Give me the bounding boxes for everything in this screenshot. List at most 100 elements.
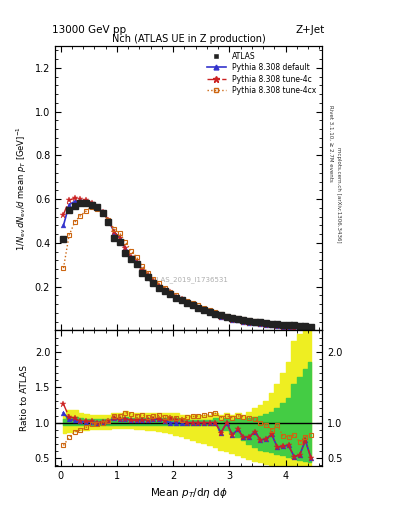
Pythia 8.308 tune-4cx: [174, 292, 178, 298]
Pythia 8.308 default: [101, 209, 105, 216]
Pythia 8.308 default: [162, 287, 167, 293]
Pythia 8.308 tune-4cx: [275, 322, 279, 328]
Pythia 8.308 tune-4cx: [247, 317, 252, 323]
ATLAS: [258, 319, 263, 326]
Pythia 8.308 default: [185, 300, 189, 306]
Pythia 8.308 tune-4cx: [78, 212, 83, 219]
ATLAS: [134, 261, 139, 267]
Pythia 8.308 tune-4cx: [151, 276, 156, 282]
Pythia 8.308 tune-4cx: [129, 248, 133, 254]
Pythia 8.308 tune-4cx: [202, 305, 206, 311]
Pythia 8.308 tune-4c: [151, 278, 156, 284]
Pythia 8.308 tune-4c: [106, 217, 111, 223]
Line: ATLAS: ATLAS: [61, 200, 314, 329]
Pythia 8.308 tune-4cx: [106, 217, 111, 223]
Pythia 8.308 default: [292, 325, 296, 331]
Pythia 8.308 tune-4cx: [224, 312, 229, 318]
Pythia 8.308 tune-4c: [101, 209, 105, 216]
ATLAS: [112, 234, 116, 241]
Pythia 8.308 tune-4c: [78, 196, 83, 202]
Pythia 8.308 default: [89, 201, 94, 207]
Pythia 8.308 tune-4c: [67, 197, 72, 203]
ATLAS: [309, 324, 313, 330]
Pythia 8.308 tune-4c: [72, 195, 77, 201]
Pythia 8.308 tune-4c: [89, 200, 94, 206]
Pythia 8.308 tune-4c: [134, 259, 139, 265]
Text: ATLAS_2019_I1736531: ATLAS_2019_I1736531: [149, 276, 229, 283]
Pythia 8.308 tune-4c: [168, 289, 173, 295]
Pythia 8.308 default: [140, 267, 145, 273]
Pythia 8.308 tune-4cx: [123, 239, 128, 245]
Pythia 8.308 tune-4cx: [303, 324, 308, 330]
Y-axis label: $1/N_\mathsf{ev}\,dN_\mathsf{ev}/d$ mean $p_T$ [GeV]$^{-1}$: $1/N_\mathsf{ev}\,dN_\mathsf{ev}/d$ mean…: [15, 126, 29, 251]
Pythia 8.308 default: [129, 254, 133, 260]
Pythia 8.308 tune-4c: [185, 300, 189, 306]
ATLAS: [145, 274, 150, 280]
ATLAS: [106, 219, 111, 225]
Pythia 8.308 tune-4c: [298, 325, 302, 331]
Pythia 8.308 tune-4c: [269, 322, 274, 328]
Pythia 8.308 tune-4cx: [298, 324, 302, 330]
Pythia 8.308 default: [95, 204, 99, 210]
Pythia 8.308 default: [298, 325, 302, 331]
Pythia 8.308 default: [230, 317, 235, 323]
ATLAS: [230, 315, 235, 321]
Pythia 8.308 default: [224, 314, 229, 320]
ATLAS: [140, 269, 145, 275]
Pythia 8.308 tune-4cx: [179, 296, 184, 302]
Pythia 8.308 tune-4c: [208, 309, 212, 315]
ATLAS: [67, 207, 72, 213]
ATLAS: [196, 305, 201, 311]
Pythia 8.308 default: [258, 322, 263, 328]
Pythia 8.308 tune-4cx: [286, 323, 291, 329]
ATLAS: [269, 321, 274, 327]
Pythia 8.308 tune-4c: [292, 325, 296, 331]
ATLAS: [191, 302, 195, 308]
ATLAS: [168, 291, 173, 297]
Pythia 8.308 tune-4cx: [162, 285, 167, 291]
Pythia 8.308 tune-4cx: [208, 307, 212, 313]
ATLAS: [72, 203, 77, 209]
ATLAS: [219, 312, 223, 318]
ATLAS: [78, 200, 83, 206]
ATLAS: [129, 257, 133, 263]
ATLAS: [241, 317, 246, 323]
Pythia 8.308 tune-4cx: [118, 230, 122, 236]
ATLAS: [298, 323, 302, 329]
Pythia 8.308 tune-4c: [252, 320, 257, 326]
Pythia 8.308 tune-4cx: [185, 298, 189, 304]
ATLAS: [118, 239, 122, 245]
ATLAS: [162, 288, 167, 294]
Pythia 8.308 tune-4c: [286, 324, 291, 330]
Pythia 8.308 tune-4cx: [196, 302, 201, 308]
Pythia 8.308 default: [78, 197, 83, 203]
Pythia 8.308 default: [202, 307, 206, 313]
Pythia 8.308 tune-4cx: [168, 289, 173, 295]
Pythia 8.308 tune-4cx: [241, 316, 246, 322]
ATLAS: [95, 204, 99, 210]
ATLAS: [61, 236, 66, 242]
ATLAS: [123, 250, 128, 256]
Pythia 8.308 tune-4cx: [84, 208, 88, 215]
ATLAS: [252, 318, 257, 325]
Text: Z+Jet: Z+Jet: [296, 25, 325, 35]
ATLAS: [275, 321, 279, 327]
ATLAS: [202, 307, 206, 313]
Pythia 8.308 tune-4c: [145, 272, 150, 278]
ATLAS: [292, 323, 296, 329]
Line: Pythia 8.308 default: Pythia 8.308 default: [61, 198, 314, 331]
ATLAS: [213, 311, 218, 317]
Pythia 8.308 default: [84, 198, 88, 204]
Pythia 8.308 default: [157, 283, 162, 289]
X-axis label: Mean $p_T$/d$\eta$ d$\phi$: Mean $p_T$/d$\eta$ d$\phi$: [150, 486, 228, 500]
Pythia 8.308 default: [134, 259, 139, 265]
Pythia 8.308 tune-4c: [157, 283, 162, 289]
Pythia 8.308 default: [179, 297, 184, 303]
Pythia 8.308 tune-4c: [264, 322, 268, 328]
Pythia 8.308 tune-4c: [118, 234, 122, 241]
Pythia 8.308 tune-4cx: [191, 300, 195, 306]
Pythia 8.308 default: [61, 222, 66, 228]
Pythia 8.308 tune-4c: [235, 317, 240, 323]
Pythia 8.308 tune-4cx: [157, 281, 162, 287]
Pythia 8.308 tune-4c: [281, 324, 285, 330]
